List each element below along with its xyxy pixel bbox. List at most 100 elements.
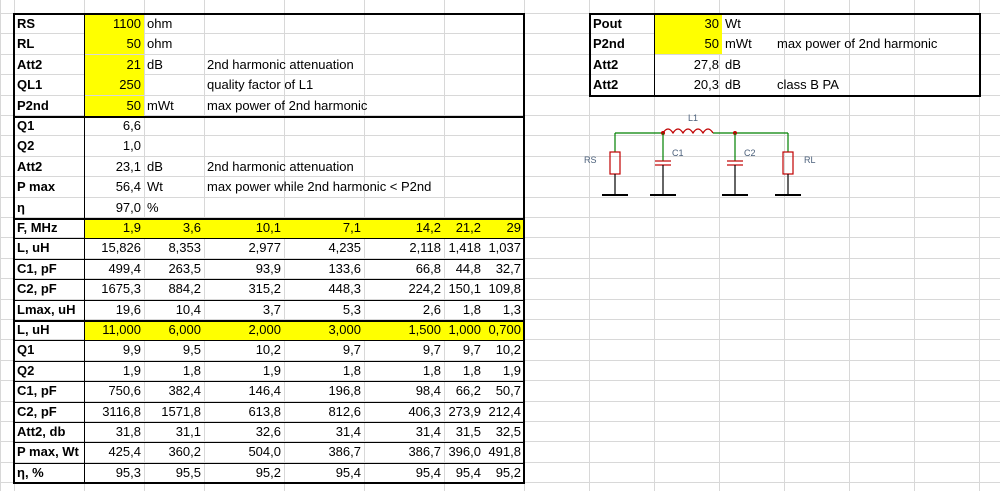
param-value[interactable]: 50 — [84, 34, 144, 55]
result-label[interactable]: η — [17, 199, 25, 215]
result-unit[interactable]: dB — [147, 158, 163, 174]
l-table-cell[interactable]: 31,5 — [455, 424, 481, 439]
l-table-cell[interactable]: 1571,8 — [161, 403, 201, 419]
l-table-cell[interactable]: 95,4 — [455, 464, 481, 480]
l-table-row-label[interactable]: C2, pF — [17, 403, 57, 419]
l-table-cell[interactable]: 31,8 — [115, 424, 141, 439]
l-table-cell[interactable]: 2,000 — [204, 320, 284, 340]
l-table-row-label[interactable]: η, % — [17, 464, 44, 480]
l-table-cell[interactable]: 95,2 — [255, 464, 281, 480]
right-param-note[interactable]: max power of 2nd harmonic — [777, 36, 938, 52]
l-table-cell[interactable]: 9,7 — [462, 342, 481, 358]
l-table-cell[interactable]: 10,2 — [255, 342, 281, 358]
freq-table-cell[interactable]: 10,4 — [175, 301, 201, 317]
l-table-cell[interactable]: 95,2 — [495, 464, 521, 480]
freq-table-cell[interactable]: 448,3 — [328, 281, 361, 297]
result-value[interactable]: 56,4 — [115, 179, 141, 195]
l-table-cell[interactable]: 504,0 — [248, 444, 281, 460]
l-table-cell[interactable]: 95,4 — [335, 464, 361, 480]
freq-table-cell[interactable]: 263,5 — [168, 260, 201, 276]
freq-table-cell[interactable]: 1,037 — [488, 240, 521, 256]
l-table-cell[interactable]: 396,0 — [448, 444, 481, 460]
l-table-cell[interactable]: 3,000 — [284, 320, 364, 340]
freq-table-row-label[interactable]: L, uH — [17, 240, 50, 256]
l-table-cell[interactable]: 11,000 — [84, 320, 144, 340]
l-table-row-label[interactable]: C1, pF — [17, 383, 57, 399]
freq-table-cell[interactable]: 7,1 — [284, 218, 364, 238]
l-table-row-label[interactable]: Att2, db — [17, 424, 66, 439]
freq-table-cell[interactable]: 19,6 — [115, 301, 141, 317]
right-param-label[interactable]: P2nd — [593, 36, 625, 52]
result-note[interactable]: max power while 2nd harmonic < P2nd — [207, 179, 432, 195]
l-table-cell[interactable]: 1,8 — [462, 362, 481, 378]
freq-table-row-label[interactable]: C1, pF — [17, 260, 57, 276]
l-table-cell[interactable]: 1,500 — [364, 320, 444, 340]
l-table-cell[interactable]: 613,8 — [248, 403, 281, 419]
l-table-row-label[interactable]: P max, Wt — [17, 444, 79, 460]
param-value[interactable]: 250 — [84, 75, 144, 96]
freq-table-cell[interactable]: 315,2 — [248, 281, 281, 297]
param-note[interactable]: max power of 2nd harmonic — [207, 97, 368, 113]
l-table-cell[interactable]: 406,3 — [408, 403, 441, 419]
right-param-value[interactable]: 20,3 — [693, 77, 719, 93]
l-table-cell[interactable]: 32,5 — [495, 424, 521, 439]
param-label[interactable]: P2nd — [17, 97, 49, 113]
freq-table-cell[interactable]: 2,118 — [409, 240, 441, 256]
l-table-cell[interactable]: 9,7 — [422, 342, 441, 358]
result-note[interactable] — [204, 116, 524, 136]
l-table-cell[interactable]: 386,7 — [408, 444, 441, 460]
l-table-cell[interactable]: 1,8 — [422, 362, 441, 378]
result-value[interactable]: 23,1 — [115, 158, 141, 174]
result-note[interactable] — [204, 136, 524, 156]
param-label[interactable]: RL — [17, 36, 35, 52]
freq-table-cell[interactable]: 224,2 — [408, 281, 441, 297]
l-table-cell[interactable]: 146,4 — [248, 383, 281, 399]
param-note[interactable] — [204, 14, 524, 34]
l-table-cell[interactable]: 31,4 — [335, 424, 361, 439]
l-table-cell[interactable]: 425,4 — [108, 444, 141, 460]
freq-table-cell[interactable]: 133,6 — [328, 260, 361, 276]
param-label[interactable]: QL1 — [17, 77, 43, 93]
l-table-cell[interactable]: 750,6 — [108, 383, 141, 399]
right-param-note[interactable]: class B PA — [777, 77, 839, 93]
result-note[interactable]: 2nd harmonic attenuation — [207, 158, 354, 174]
freq-table-cell[interactable]: 8,353 — [168, 240, 201, 256]
freq-table-cell[interactable]: 21,2 — [444, 218, 484, 238]
right-param-note[interactable] — [774, 55, 980, 75]
l-table-cell[interactable]: 95,3 — [115, 464, 141, 480]
l-table-cell[interactable]: 1,8 — [342, 362, 361, 378]
freq-table-cell[interactable]: 1,8 — [462, 301, 481, 317]
freq-table-cell[interactable]: 32,7 — [495, 260, 521, 276]
result-value[interactable]: 1,0 — [122, 138, 141, 154]
freq-table-cell[interactable]: 14,2 — [364, 218, 444, 238]
param-label[interactable]: Att2 — [17, 56, 43, 72]
freq-table-cell[interactable]: 1,9 — [84, 218, 144, 238]
freq-table-cell[interactable]: 2,6 — [422, 301, 441, 317]
freq-table-row-label[interactable]: Lmax, uH — [17, 301, 76, 317]
freq-table-cell[interactable]: 1,3 — [502, 301, 521, 317]
freq-table-row-label[interactable]: C2, pF — [17, 281, 57, 297]
freq-table-cell[interactable]: 150,1 — [448, 281, 481, 297]
right-param-unit[interactable]: dB — [725, 56, 741, 72]
right-param-note[interactable] — [774, 14, 980, 34]
l-table-cell[interactable]: 196,8 — [328, 383, 361, 399]
result-label[interactable]: Att2 — [17, 158, 43, 174]
param-unit[interactable] — [144, 75, 204, 95]
l-table-cell[interactable]: 9,5 — [182, 342, 201, 358]
l-table-cell[interactable]: 98,4 — [415, 383, 441, 399]
l-table-cell[interactable]: 1,8 — [182, 362, 201, 378]
l-table-cell[interactable]: 50,7 — [495, 383, 521, 399]
param-value[interactable]: 50 — [84, 95, 144, 116]
l-table-cell[interactable]: 66,2 — [455, 383, 481, 399]
l-table-cell[interactable]: 31,1 — [175, 424, 201, 439]
result-value[interactable]: 97,0 — [115, 199, 141, 215]
l-table-row-label[interactable]: Q1 — [17, 342, 35, 358]
l-table-cell[interactable]: 9,7 — [342, 342, 361, 358]
freq-table-cell[interactable]: 15,826 — [101, 240, 141, 256]
param-note[interactable] — [204, 34, 524, 54]
result-note[interactable] — [204, 198, 524, 218]
freq-table-cell[interactable]: 1,418 — [448, 240, 481, 256]
l-table-cell[interactable]: 386,7 — [328, 444, 361, 460]
freq-table-cell[interactable]: 44,8 — [455, 260, 481, 276]
param-unit[interactable]: ohm — [147, 36, 173, 52]
